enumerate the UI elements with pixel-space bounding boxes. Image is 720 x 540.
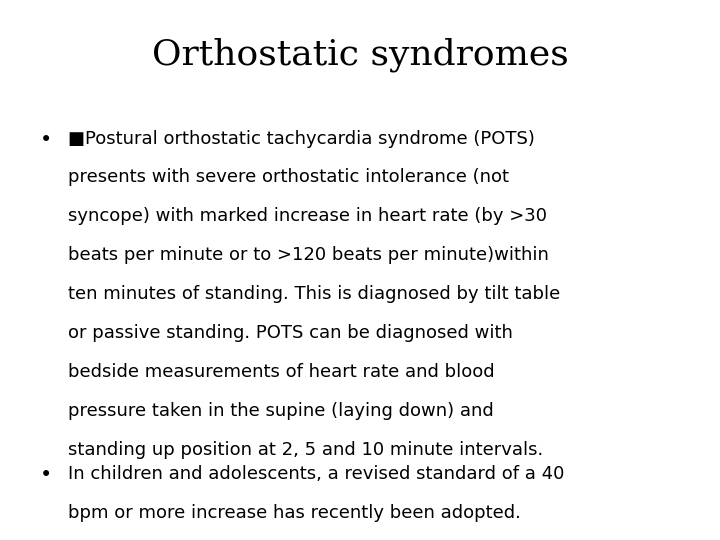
Text: ■Postural orthostatic tachycardia syndrome (POTS): ■Postural orthostatic tachycardia syndro…: [68, 130, 535, 147]
Text: bpm or more increase has recently been adopted.: bpm or more increase has recently been a…: [68, 504, 521, 522]
Text: •: •: [40, 465, 52, 485]
Text: bedside measurements of heart rate and blood: bedside measurements of heart rate and b…: [68, 363, 495, 381]
Text: In children and adolescents, a revised standard of a 40: In children and adolescents, a revised s…: [68, 465, 564, 483]
Text: standing up position at 2, 5 and 10 minute intervals.: standing up position at 2, 5 and 10 minu…: [68, 441, 544, 458]
Text: presents with severe orthostatic intolerance (not: presents with severe orthostatic intoler…: [68, 168, 510, 186]
Text: syncope) with marked increase in heart rate (by >30: syncope) with marked increase in heart r…: [68, 207, 547, 225]
Text: pressure taken in the supine (laying down) and: pressure taken in the supine (laying dow…: [68, 402, 494, 420]
Text: •: •: [40, 130, 52, 150]
Text: Orthostatic syndromes: Orthostatic syndromes: [152, 38, 568, 72]
Text: or passive standing. POTS can be diagnosed with: or passive standing. POTS can be diagnos…: [68, 324, 513, 342]
Text: beats per minute or to >120 beats per minute)within: beats per minute or to >120 beats per mi…: [68, 246, 549, 264]
Text: ten minutes of standing. This is diagnosed by tilt table: ten minutes of standing. This is diagnos…: [68, 285, 561, 303]
